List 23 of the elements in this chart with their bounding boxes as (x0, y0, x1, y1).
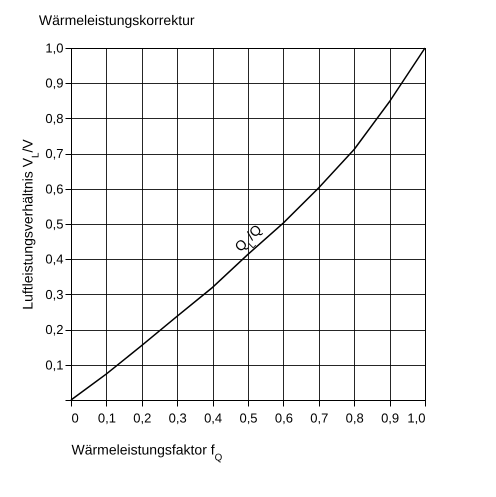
x-axis-title: Wärmeleistungsfaktor f$_{Q}$ (72, 442, 223, 463)
x-tick-label: 0,2 (133, 410, 152, 426)
y-tick-label: 0,6 (45, 181, 64, 196)
x-tick-label: 1,0 (407, 410, 426, 426)
y-tick-label: 0,2 (45, 322, 64, 338)
x-tick-label: 0,7 (310, 410, 328, 426)
x-tick-label: 0 (72, 410, 79, 426)
x-tick-label: 0,8 (346, 410, 364, 426)
y-tick-label: 0,1 (45, 357, 64, 372)
x-tick-label: 0,3 (168, 410, 187, 426)
x-tick-label: 0,5 (239, 410, 258, 426)
y-tick-label: 0,8 (45, 110, 64, 126)
x-tick-label: 0,9 (381, 410, 400, 426)
x-tick-label: 0,6 (274, 410, 293, 426)
x-tick-label: 0,1 (98, 410, 116, 426)
y-tick-label: 0,5 (45, 216, 64, 232)
y-tick-label: 0,9 (45, 76, 64, 91)
x-tick-label: 0,4 (204, 410, 222, 426)
y-tick-label: 0,7 (45, 146, 64, 162)
chart-title: Wärmeleistungskorrektur (38, 12, 195, 28)
y-tick-label: 0,4 (45, 252, 64, 267)
y-tick-label: 0,3 (45, 286, 64, 302)
y-tick-label: 1,0 (45, 40, 64, 56)
